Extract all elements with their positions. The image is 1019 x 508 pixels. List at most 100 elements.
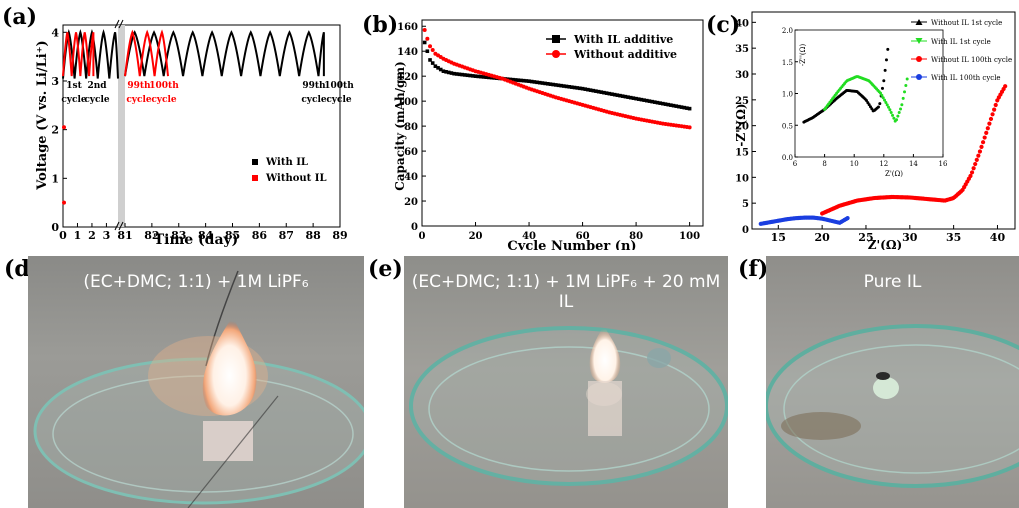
chart-b-ytick-label: 60 [404, 147, 418, 158]
chart-b-ytick-label: 0 [411, 222, 418, 233]
chart-c-inset-point-without-il-1st [882, 79, 886, 83]
chart-c-point-without-il-100 [990, 112, 995, 117]
chart-c-inset-ytick-label: 1.0 [782, 91, 793, 99]
chart-b-point-with-il [661, 101, 665, 106]
chart-c-ytick-label: 5 [742, 199, 749, 210]
chart-a-legend-label-0: With IL [265, 157, 308, 168]
chart-c-inset-xtick-label: 6 [793, 160, 798, 168]
chart-b-point-with-il [655, 100, 660, 105]
chart-a-annotation-sub-3: cycle [151, 95, 177, 105]
chart-c-point-without-il-100 [976, 153, 981, 158]
chart-b-point-with-il [484, 75, 489, 79]
panel-label-b: (b) [362, 12, 399, 38]
chart-c-point-without-il-100 [969, 170, 975, 175]
chart-c-nyquist: 0 5 10 15 20 25 30 35 40 15 20 25 30 35 40 0.0 0.5 1.0 1.5… [734, 11, 1016, 250]
chart-a-annotation-4: 99th [302, 81, 326, 91]
chart-b-point-with-il [653, 100, 657, 104]
chart-a-xtick-label: 81 [117, 229, 132, 242]
chart-c-inset-point-with-il-1st [885, 103, 889, 107]
chart-c-ytick-label: 10 [735, 173, 749, 184]
chart-c-inset-point-without-il-1st [876, 105, 880, 109]
chart-b-point-with-il [647, 99, 652, 103]
chart-c-ytick-label: 40 [735, 18, 749, 29]
chart-b-point-with-il [607, 91, 612, 96]
chart-c-inset-point-without-il-1st [884, 58, 888, 62]
chart-b-point-with-il [463, 73, 467, 77]
chart-b-xlabel: Cycle Number (n) [507, 239, 636, 250]
chart-b-point-with-il [572, 85, 577, 90]
chart-c-inset-point-with-il-1st [900, 103, 904, 107]
chart-c-point-without-il-100 [984, 130, 989, 135]
chart-c-inset-ytick-label: 0.5 [782, 122, 793, 130]
chart-c-legend-label-3: With IL 100th cycle [931, 74, 1001, 82]
chart-b-point-without-additive [428, 44, 433, 49]
chart-b-point-with-il [441, 69, 446, 73]
chart-b-point-with-il [562, 84, 566, 88]
chart-a-xtick-label: 1 [74, 229, 82, 242]
chart-b-point-with-il [575, 86, 580, 90]
chart-c-inset-ytick-label: 1.5 [782, 59, 793, 67]
chart-c-ytick-label: 35 [735, 44, 749, 55]
chart-b-legend-label-1: Without additive [573, 48, 677, 61]
chart-b-point-with-il [465, 73, 470, 78]
chart-c-legend-marker-1 [915, 38, 923, 44]
chart-b-point-with-il [543, 81, 547, 86]
panel-label-e: (e) [368, 256, 403, 282]
photo-e-flame-electrolyte-il: (EC+DMC; 1:1) + 1M LiPF₆ + 20 mM IL [404, 256, 728, 508]
chart-b-frame [421, 19, 704, 227]
chart-b-point-without-additive [687, 125, 692, 130]
chart-b-xtick-label: 100 [679, 231, 700, 242]
chart-a-annotation-sub-1: cycle [84, 95, 110, 105]
chart-a-xtick-label: 87 [279, 229, 294, 242]
chart-c-point-without-il-100 [980, 140, 986, 145]
chart-a-annotation-0: 1st [66, 81, 82, 91]
chart-c-xtick-label: 20 [814, 231, 830, 244]
chart-b-point-with-il [588, 88, 593, 92]
chart-a-legend-label-1: Without IL [265, 173, 327, 184]
panel-label-c: (c) [706, 12, 741, 38]
chart-b-point-with-il [449, 71, 454, 75]
chart-c-ytick-label: 15 [735, 148, 749, 159]
chart-b-point-with-il [669, 103, 673, 107]
chart-c-xlabel: Z'(Ω) [868, 238, 902, 250]
chart-c-point-without-il-100 [982, 135, 987, 140]
chart-a-xtick-label: 2 [88, 229, 96, 242]
chart-c-inset-point-with-il-1st [880, 93, 884, 97]
photo-e-illustration [409, 326, 728, 486]
chart-a-ytick-label: 3 [51, 75, 59, 88]
chart-b-point-with-il [570, 85, 574, 89]
chart-b-point-with-il [532, 80, 537, 84]
chart-b-point-with-il [610, 92, 614, 96]
chart-c-ytick-label: 25 [735, 96, 749, 107]
chart-b-point-with-il [556, 83, 561, 88]
chart-b-point-with-il [567, 84, 571, 89]
chart-c-inset-xtick-label: 14 [909, 160, 918, 168]
chart-b-ytick-label: 80 [404, 122, 418, 133]
chart-b-capacity-cycle: 0 20 40 60 80 100 120 140 160 0 20 40 60 80 100 With IL… [393, 19, 704, 250]
chart-c-xtick-label: 35 [946, 231, 961, 244]
photo-d-title: (EC+DMC; 1:1) + 1M LiPF₆ [83, 272, 309, 292]
chart-b-point-with-il [444, 70, 448, 74]
chart-b-ytick-label: 160 [397, 22, 418, 33]
chart-b-point-with-il [586, 87, 590, 92]
chart-c-xtick-label: 40 [990, 231, 1006, 244]
chart-c-point-without-il-100 [988, 116, 994, 122]
chart-a-xtick-label: 83 [171, 229, 186, 242]
chart-a-annotation-sub-5: cycle [326, 95, 352, 105]
chart-a-annotation-sub-0: cycle [61, 95, 87, 105]
chart-c-inset-point-without-il-1st [886, 47, 890, 51]
chart-a-xaxis-break-mark [114, 221, 124, 231]
chart-c-inset-point-with-il-1st [901, 96, 905, 100]
chart-b-point-with-il [594, 89, 598, 93]
chart-a-legend-marker-1 [252, 175, 258, 181]
chart-b-point-with-il [620, 94, 625, 98]
chart-b-point-with-il [476, 74, 480, 79]
chart-c-point-without-il-100 [1003, 84, 1008, 89]
chart-c-inset-xtick-label: 12 [879, 160, 888, 168]
chart-a-ytick-label: 2 [51, 124, 59, 137]
chart-b-point-with-il [615, 93, 620, 97]
chart-c-inset-point-without-il-1st [880, 86, 884, 90]
chart-a-top-break-mark [114, 19, 124, 29]
chart-b-point-with-il [433, 64, 438, 68]
chart-b-point-with-il [471, 74, 475, 78]
